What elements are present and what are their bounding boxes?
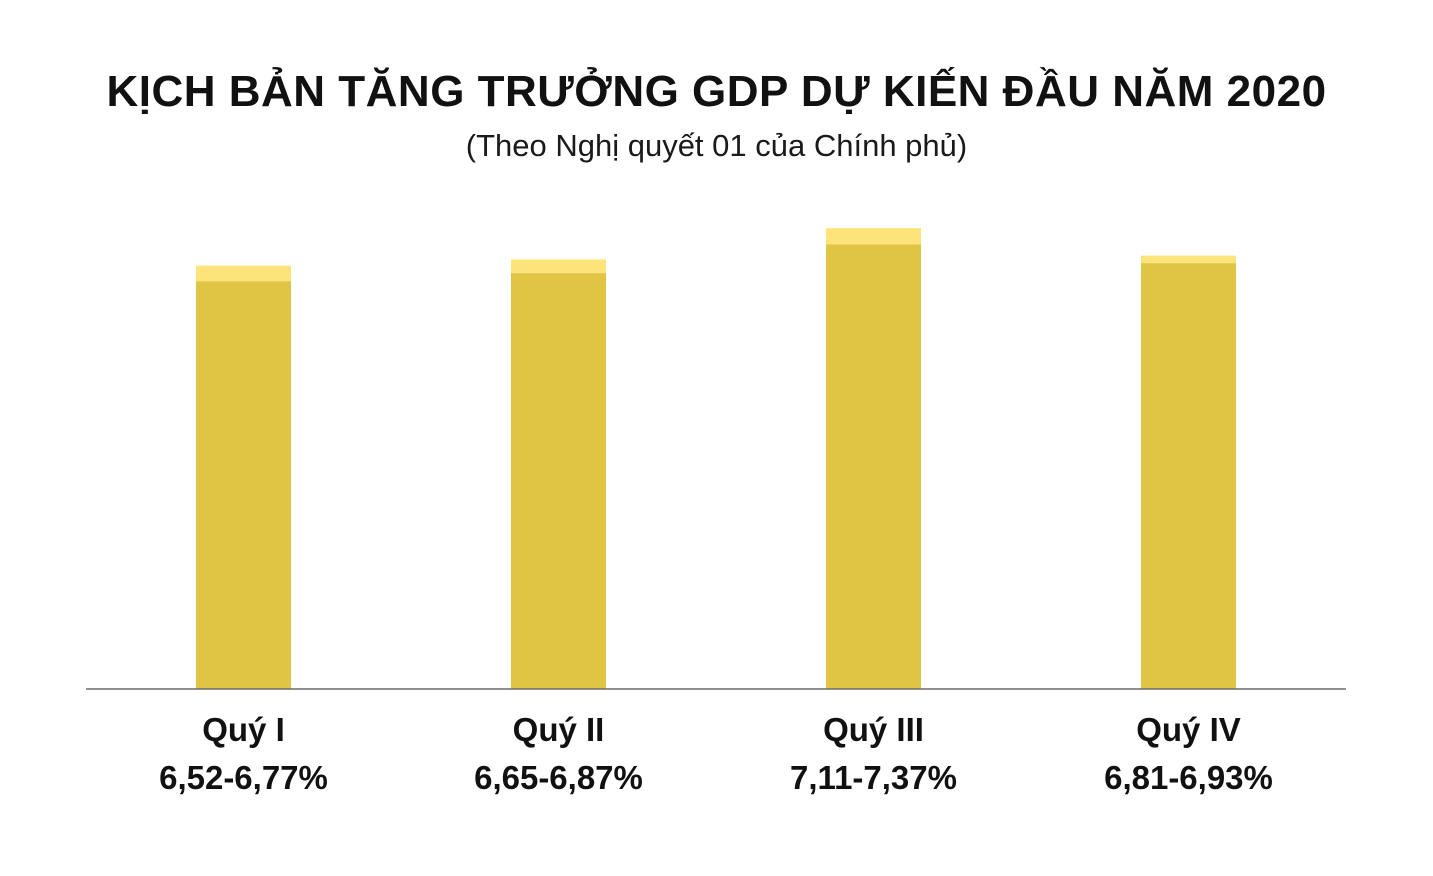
bar-range-segment — [511, 259, 606, 274]
data-label: 6,52-6,77% — [159, 759, 328, 796]
category-label: Quý IV — [1136, 711, 1241, 748]
data-label: 6,65-6,87% — [474, 759, 643, 796]
bar-base-segment — [826, 244, 921, 689]
bar-base-segment — [196, 281, 291, 689]
bar-range-segment — [196, 265, 291, 282]
bar-range-segment — [826, 228, 921, 245]
bar-range-segment — [1141, 255, 1236, 264]
chart-subtitle: (Theo Nghị quyết 01 của Chính phủ) — [465, 128, 968, 163]
category-label: Quý I — [202, 711, 285, 748]
bar-base-segment — [1141, 263, 1236, 689]
data-label: 6,81-6,93% — [1104, 759, 1273, 796]
category-label: Quý III — [823, 711, 924, 748]
bar-base-segment — [511, 273, 606, 689]
category-label: Quý II — [513, 711, 605, 748]
data-label: 7,11-7,37% — [790, 759, 957, 796]
chart-title: KỊCH BẢN TĂNG TRƯỞNG GDP DỰ KIẾN ĐẦU NĂM… — [106, 67, 1327, 116]
